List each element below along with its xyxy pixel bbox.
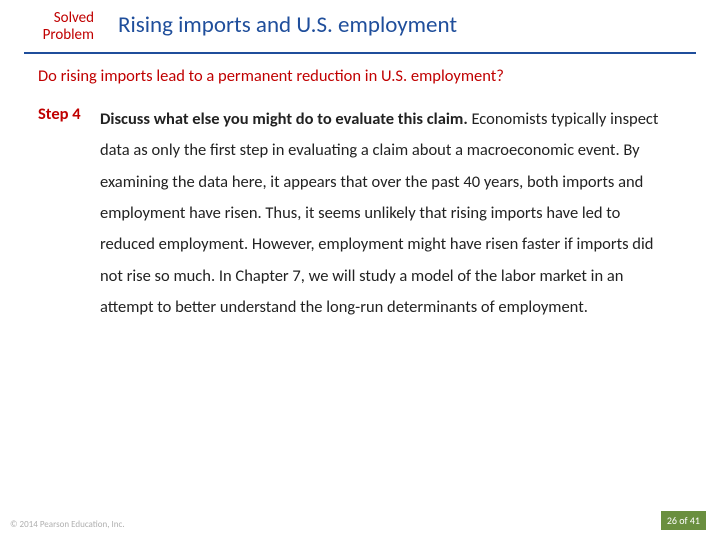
copyright-text: © 2014 Pearson Education, Inc. <box>10 519 125 530</box>
badge-line1: Solved <box>24 10 94 27</box>
step-label: Step 4 <box>38 104 100 124</box>
slide: Solved Problem Rising imports and U.S. e… <box>0 0 720 540</box>
header: Solved Problem Rising imports and U.S. e… <box>24 10 696 45</box>
page-of: of <box>677 514 690 527</box>
badge-line2: Problem <box>24 27 94 44</box>
question-text: Do rising imports lead to a permanent re… <box>38 66 682 86</box>
page-number-badge: 26 of 41 <box>661 511 706 530</box>
slide-title: Rising imports and U.S. employment <box>118 10 457 40</box>
step-body: Economists typically inspect data as onl… <box>100 109 658 317</box>
body-content: Step 4 Discuss what else you might do to… <box>38 104 668 323</box>
solved-problem-badge: Solved Problem <box>24 10 94 45</box>
step-heading: Discuss what else you might do to evalua… <box>100 109 468 129</box>
header-rule <box>24 52 696 54</box>
step-row: Step 4 Discuss what else you might do to… <box>38 104 668 323</box>
page-total: 41 <box>690 514 700 527</box>
step-content: Discuss what else you might do to evalua… <box>100 104 668 323</box>
page-current: 26 <box>667 514 677 527</box>
